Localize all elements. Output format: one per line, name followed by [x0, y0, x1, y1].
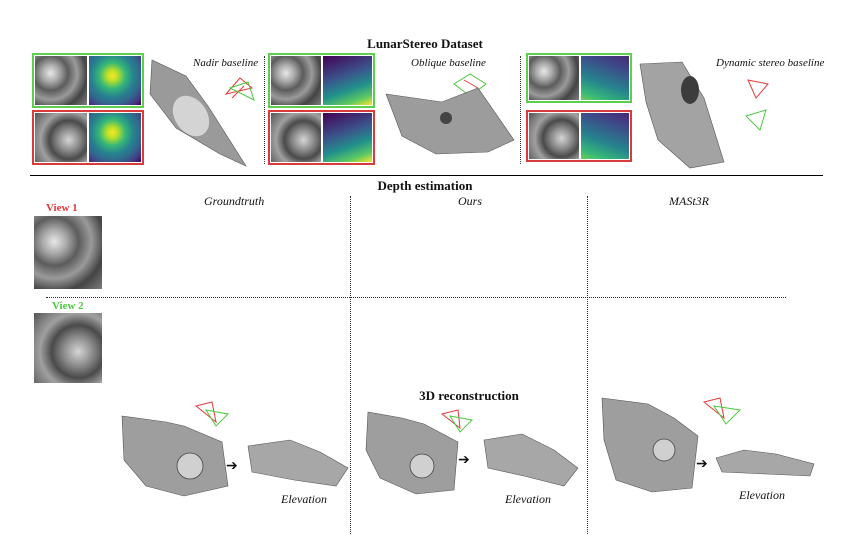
mast3r-view2-depth	[592, 302, 702, 383]
depth-title: Depth estimation	[377, 178, 473, 193]
col-ours: Ours	[458, 194, 483, 208]
gt-elevation-mesh	[247, 439, 349, 487]
col-divider-1	[350, 196, 351, 534]
ours-view1-error	[469, 210, 581, 293]
dynamic-view2-image	[529, 113, 579, 159]
ours-view1-depth	[357, 210, 467, 293]
gt-view2-error	[232, 302, 344, 383]
ours-arrow-icon: ➔	[458, 453, 470, 468]
ours-cameras-icon	[440, 409, 474, 433]
section-separator	[30, 175, 823, 176]
gt-cameras-icon	[194, 401, 230, 427]
oblique-cameras-icon	[453, 73, 487, 97]
view2-image	[34, 313, 102, 383]
mast3r-elevation-label: Elevation	[739, 488, 785, 502]
oblique-view2-image	[271, 113, 321, 162]
oblique-view1-image	[271, 56, 321, 105]
ours-recon-mesh	[365, 411, 459, 495]
gt-elevation-label: Elevation	[281, 492, 327, 506]
nadir-label: Nadir baseline	[193, 57, 259, 69]
nadir-mesh	[149, 59, 247, 167]
nadir-view2-depth	[89, 113, 141, 162]
gt-arrow-icon: ➔	[226, 459, 238, 474]
ours-view2-depth	[357, 302, 467, 383]
nadir-cameras-icon	[224, 77, 255, 101]
dynamic-view1-depth	[581, 56, 629, 100]
nadir-view2-frame	[32, 110, 144, 165]
top-divider-2	[520, 56, 521, 164]
mast3r-view2-error	[704, 302, 814, 383]
mast3r-view1-depth	[592, 210, 702, 293]
mast3r-elevation-mesh	[715, 449, 815, 477]
nadir-view1-depth	[89, 56, 141, 105]
col-mast3r: MASt3R	[669, 194, 709, 208]
mast3r-cameras-icon	[702, 397, 742, 425]
mast3r-recon-mesh	[601, 397, 699, 493]
view2-label: View 2	[52, 300, 84, 312]
oblique-mesh	[385, 87, 515, 155]
gt-view2-depth	[120, 302, 230, 383]
dynamic-cameras-icon	[745, 79, 769, 131]
gt-recon-mesh	[121, 415, 229, 497]
col-groundtruth: Groundtruth	[204, 194, 265, 208]
oblique-label: Oblique baseline	[411, 57, 486, 69]
gt-view1-error	[232, 210, 344, 293]
dynamic-view1-image	[529, 56, 579, 100]
oblique-view1-frame	[268, 53, 375, 108]
view1-label: View 1	[46, 202, 78, 214]
recon-title: 3D reconstruction	[419, 388, 519, 403]
ours-elevation-label: Elevation	[505, 492, 551, 506]
top-divider-1	[264, 56, 265, 164]
dynamic-view1-frame	[526, 53, 632, 103]
dynamic-label: Dynamic stereo baseline	[716, 57, 825, 69]
mast3r-view1-error	[704, 210, 814, 293]
oblique-view2-frame	[268, 110, 375, 165]
nadir-view1-frame	[32, 53, 144, 108]
dynamic-view2-depth	[581, 113, 629, 159]
oblique-view2-depth	[323, 113, 372, 162]
nadir-view1-image	[35, 56, 87, 105]
view1-image	[34, 216, 102, 289]
row-divider	[46, 297, 786, 298]
nadir-view2-image	[35, 113, 87, 162]
mast3r-arrow-icon: ➔	[696, 457, 708, 472]
ours-elevation-mesh	[483, 433, 579, 487]
dataset-title: LunarStereo Dataset	[367, 36, 483, 51]
oblique-view1-depth	[323, 56, 372, 105]
ours-view2-error	[469, 302, 581, 383]
dynamic-mesh	[639, 61, 725, 169]
dynamic-view2-frame	[526, 110, 632, 162]
col-divider-2	[587, 196, 588, 534]
gt-view1-depth	[120, 210, 230, 293]
